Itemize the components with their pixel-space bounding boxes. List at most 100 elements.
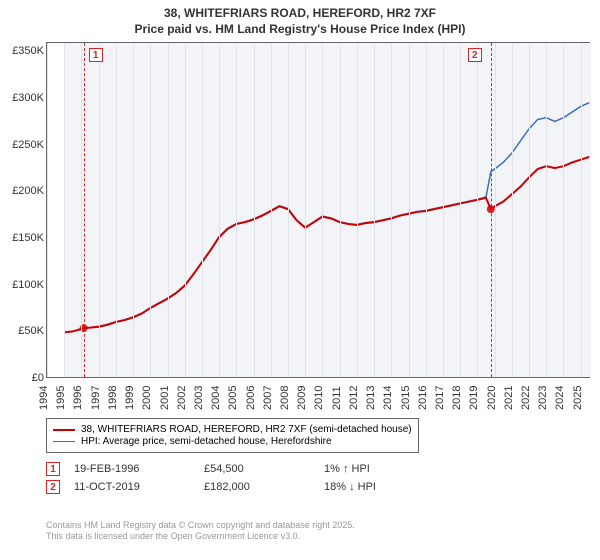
ytick-label: £200K	[0, 185, 44, 197]
grid-v	[271, 43, 272, 377]
anno-pct-1: 18% ↓ HPI	[324, 481, 444, 493]
grid-v	[322, 43, 323, 377]
xtick-label: 2014	[382, 386, 394, 410]
xtick-label: 1997	[89, 386, 101, 410]
grid-v	[357, 43, 358, 377]
grid-v	[581, 43, 582, 377]
xtick-label: 2024	[554, 386, 566, 410]
anno-price-1: £182,000	[204, 481, 324, 493]
xtick-label: 2022	[520, 386, 532, 410]
footer-line-1: Contains HM Land Registry data © Crown c…	[46, 520, 355, 531]
ytick-label: £350K	[0, 45, 44, 57]
xtick-label: 2003	[193, 386, 205, 410]
series-line	[64, 157, 589, 332]
xtick-label: 1999	[124, 386, 136, 410]
marker-vline	[84, 43, 85, 377]
ytick-label: £300K	[0, 92, 44, 104]
xtick-label: 2002	[175, 386, 187, 410]
grid-v	[81, 43, 82, 377]
chart-container: 38, WHITEFRIARS ROAD, HEREFORD, HR2 7XF …	[0, 0, 600, 560]
xtick-label: 2008	[279, 386, 291, 410]
grid-v	[495, 43, 496, 377]
annotation-table: 1 19-FEB-1996 £54,500 1% ↑ HPI 2 11-OCT-…	[46, 460, 444, 496]
xtick-label: 2013	[365, 386, 377, 410]
anno-row-0: 1 19-FEB-1996 £54,500 1% ↑ HPI	[46, 460, 444, 478]
grid-v	[288, 43, 289, 377]
anno-date-0: 19-FEB-1996	[74, 463, 204, 475]
anno-row-1: 2 11-OCT-2019 £182,000 18% ↓ HPI	[46, 478, 444, 496]
grid-v	[47, 43, 48, 377]
grid-v	[512, 43, 513, 377]
xtick-label: 2017	[434, 386, 446, 410]
xtick-label: 2012	[348, 386, 360, 410]
marker-box-2-icon: 2	[46, 480, 60, 494]
ytick-label: £150K	[0, 232, 44, 244]
xtick-label: 2023	[537, 386, 549, 410]
grid-v	[374, 43, 375, 377]
title-block: 38, WHITEFRIARS ROAD, HEREFORD, HR2 7XF …	[0, 0, 600, 39]
xtick-label: 1996	[72, 386, 84, 410]
legend-row-0: 38, WHITEFRIARS ROAD, HEREFORD, HR2 7XF …	[53, 424, 412, 435]
anno-pct-0: 1% ↑ HPI	[324, 463, 444, 475]
grid-v	[391, 43, 392, 377]
grid-v	[426, 43, 427, 377]
grid-v	[185, 43, 186, 377]
anno-date-1: 11-OCT-2019	[74, 481, 204, 493]
xtick-label: 2001	[158, 386, 170, 410]
marker-vline	[491, 43, 492, 377]
xtick-label: 2021	[503, 386, 515, 410]
grid-v	[99, 43, 100, 377]
footer: Contains HM Land Registry data © Crown c…	[46, 520, 355, 543]
grid-v	[340, 43, 341, 377]
ytick-label: £50K	[0, 325, 44, 337]
footer-line-2: This data is licensed under the Open Gov…	[46, 531, 355, 542]
plot-area	[46, 42, 590, 378]
ytick-label: £250K	[0, 139, 44, 151]
xtick-label: 2007	[262, 386, 274, 410]
xtick-label: 2019	[468, 386, 480, 410]
grid-v	[150, 43, 151, 377]
grid-v	[202, 43, 203, 377]
line-series-svg	[47, 43, 591, 379]
grid-v	[443, 43, 444, 377]
legend-label-0: 38, WHITEFRIARS ROAD, HEREFORD, HR2 7XF …	[81, 424, 412, 435]
xtick-label: 2009	[296, 386, 308, 410]
ytick-label: £0	[0, 372, 44, 384]
title-line-2: Price paid vs. HM Land Registry's House …	[0, 22, 600, 38]
grid-v	[460, 43, 461, 377]
xtick-label: 2000	[141, 386, 153, 410]
xtick-label: 1994	[38, 386, 50, 410]
grid-v	[219, 43, 220, 377]
grid-v	[254, 43, 255, 377]
grid-v	[546, 43, 547, 377]
grid-v	[477, 43, 478, 377]
xtick-label: 1995	[55, 386, 67, 410]
xtick-label: 2025	[571, 386, 583, 410]
xtick-label: 2016	[416, 386, 428, 410]
xtick-label: 2011	[331, 386, 343, 410]
ytick-label: £100K	[0, 279, 44, 291]
legend-label-1: HPI: Average price, semi-detached house,…	[81, 436, 332, 447]
marker-box-1-icon: 1	[46, 462, 60, 476]
xtick-label: 1998	[107, 386, 119, 410]
grid-v	[116, 43, 117, 377]
grid-v	[168, 43, 169, 377]
xtick-label: 2015	[399, 386, 411, 410]
legend: 38, WHITEFRIARS ROAD, HEREFORD, HR2 7XF …	[46, 418, 419, 453]
title-line-1: 38, WHITEFRIARS ROAD, HEREFORD, HR2 7XF	[0, 6, 600, 22]
grid-v	[305, 43, 306, 377]
grid-v	[236, 43, 237, 377]
xtick-label: 2005	[227, 386, 239, 410]
grid-v	[64, 43, 65, 377]
grid-v	[133, 43, 134, 377]
marker-box-1: 1	[89, 48, 103, 62]
anno-price-0: £54,500	[204, 463, 324, 475]
grid-v	[529, 43, 530, 377]
xtick-label: 2010	[313, 386, 325, 410]
xtick-label: 2004	[210, 386, 222, 410]
grid-v	[409, 43, 410, 377]
marker-box-2: 2	[468, 48, 482, 62]
xtick-label: 2006	[244, 386, 256, 410]
legend-swatch-0	[53, 429, 75, 431]
legend-swatch-1	[53, 441, 75, 442]
